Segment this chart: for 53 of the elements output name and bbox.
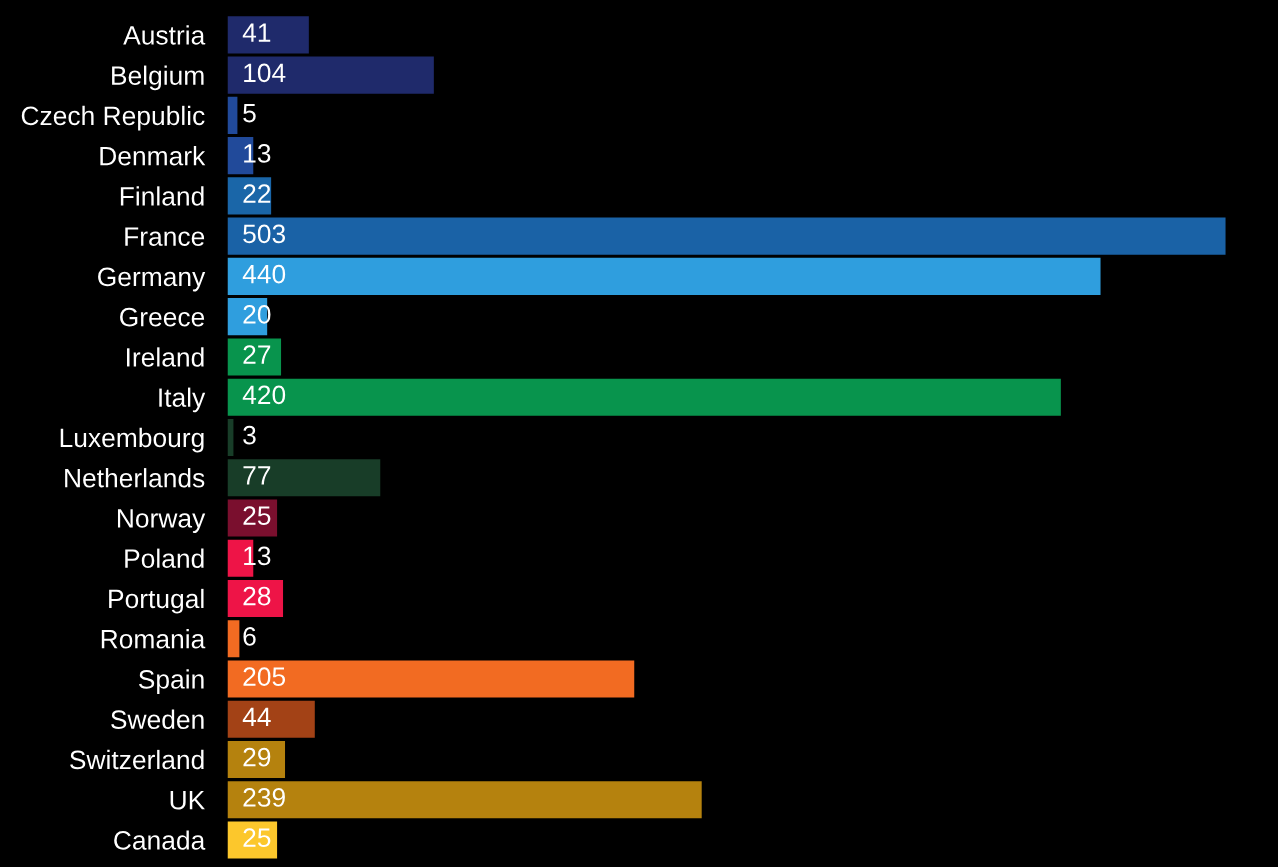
y-tick-label: Italy [159,387,206,413]
y-tick-label: Austria [123,25,206,45]
data-label: 41 [242,23,271,42]
data-label: 420 [242,385,286,405]
data-label: 3 [243,425,256,445]
data-label: 205 [243,667,286,687]
y-tick-label: Czech Republic [21,105,205,131]
data-label: 104 [244,63,286,83]
data-label: 5 [243,104,256,123]
y-tick-label: Spain [138,669,204,694]
y-tick-label: Romania [101,629,206,649]
y-tick-label: Belgium [112,65,204,91]
bar [227,56,434,94]
y-tick-label: Finland [120,186,204,206]
data-label: 25 [243,828,271,848]
bar [227,96,238,134]
bar [227,459,381,497]
data-label: 25 [243,506,271,525]
bar [227,16,309,54]
data-label: 77 [243,466,271,485]
bar [227,781,702,819]
y-tick-label: Greece [120,307,205,327]
bar [227,579,284,617]
y-tick-label: UK [170,791,205,810]
data-label: 440 [242,264,286,284]
data-label: 28 [243,586,271,606]
bar [227,700,315,738]
bar [227,378,1061,416]
y-tick-label: Netherlands [65,468,205,488]
y-tick-label: Luxembourg [60,427,204,453]
data-label: 239 [243,788,285,807]
y-tick-label: Ireland [127,347,204,367]
bar [227,217,1226,255]
data-label: 503 [243,224,286,244]
bar [227,620,240,658]
data-label: 44 [242,707,271,726]
y-tick-label: Sweden [111,709,204,729]
data-label: 27 [243,345,271,364]
bar [227,257,1101,295]
data-label: 22 [243,184,271,203]
bar [227,740,286,778]
y-tick-label: France [125,227,205,246]
y-tick-label: Germany [98,267,206,292]
y-tick-label: Portugal [109,588,204,614]
y-tick-label: Poland [125,548,204,568]
y-tick-label: Switzerland [70,749,204,770]
bar [227,338,282,376]
y-tick-label: Canada [114,830,206,850]
data-label: 6 [243,627,256,646]
data-label: 29 [243,747,271,767]
y-tick-label: Denmark [100,146,206,166]
bar [227,660,635,698]
y-tick-label: Norway [117,509,206,533]
